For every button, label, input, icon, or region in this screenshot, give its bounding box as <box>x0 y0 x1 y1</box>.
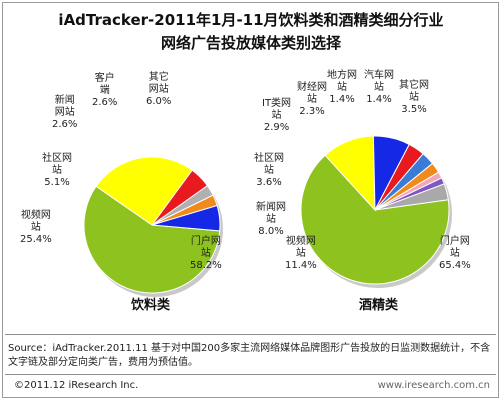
alc-label-it: IT类网 站 2.9% <box>262 98 292 133</box>
alc-label-other: 其它网 站 3.5% <box>399 80 429 115</box>
source-note: Source：iAdTracker.2011.11 基于对中国200多家主流网络… <box>8 343 491 368</box>
chart-title-line-2: 网络广告投放媒体类别选择 <box>160 34 341 52</box>
alc-label-local: 地方网 站 1.4% <box>327 70 357 105</box>
alc-label-news: 新闻网 站 8.0% <box>256 202 286 237</box>
bev-chart-caption: 饮料类 <box>131 298 171 313</box>
bev-label-portal: 门户网 站 58.2% <box>190 236 222 271</box>
copyright-text: ©2011.12 iResearch Inc. <box>14 380 139 391</box>
alc-chart-caption: 酒精类 <box>359 298 399 313</box>
alc-slice-8 <box>374 183 449 211</box>
bev-label-other: 其它 网站 6.0% <box>146 72 172 107</box>
chart-title-line-1: iAdTracker-2011年1月-11月饮料类和酒精类细分行业 <box>58 11 444 29</box>
bev-slice-5 <box>151 204 221 232</box>
bev-slice-1 <box>95 156 193 226</box>
divider-top <box>5 334 496 335</box>
bev-label-client: 客户 端 2.6% <box>92 73 118 108</box>
alc-slice-0 <box>300 154 450 285</box>
bev-slice-0 <box>83 185 221 294</box>
website-text: www.iresearch.com.cn <box>377 380 490 391</box>
alc-label-portal: 门户网 站 65.4% <box>439 236 471 271</box>
alc-label-community: 社区网 站 3.6% <box>254 153 284 188</box>
bev-label-video: 视频网 站 25.4% <box>20 210 52 245</box>
bev-label-news: 新闻 网站 2.6% <box>52 95 78 130</box>
alc-label-finance: 财经网 站 2.3% <box>297 82 327 117</box>
divider-bottom <box>5 374 496 375</box>
alc-label-auto: 汽车网 站 1.4% <box>364 70 394 105</box>
bev-label-community: 社区网 站 5.1% <box>42 153 72 188</box>
alc-label-video: 视频网 站 11.4% <box>285 236 317 271</box>
